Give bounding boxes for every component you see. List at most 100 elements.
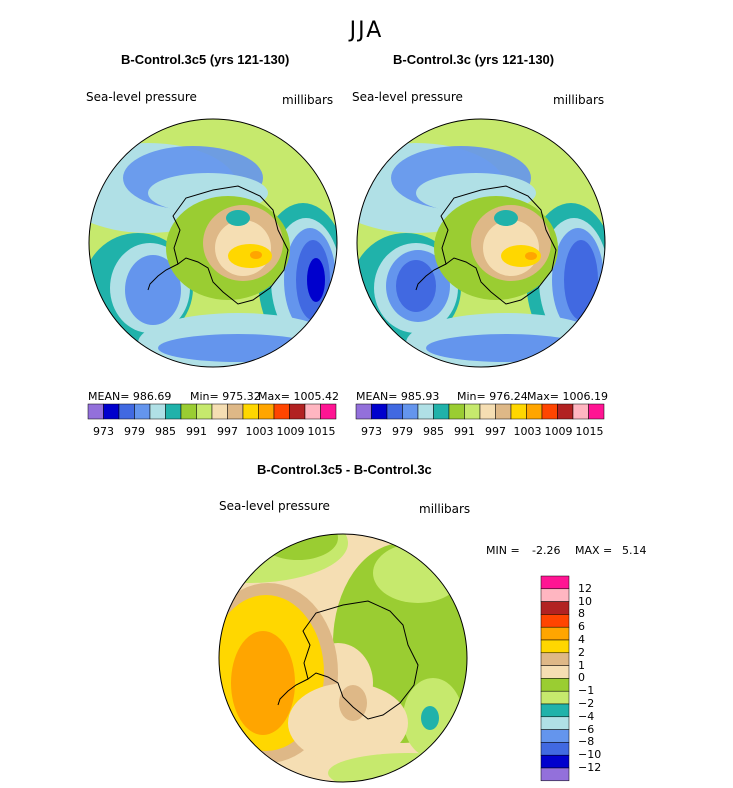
colorbar-tick-label: −2 <box>578 697 595 710</box>
colorbar-swatch <box>417 403 434 420</box>
colorbar-swatch <box>540 716 570 730</box>
colorbar-swatch <box>371 403 388 420</box>
antarctica-coastline <box>302 600 419 720</box>
panel2-units-label: millibars <box>553 93 605 107</box>
colorbar-tick-label: 2 <box>578 645 585 659</box>
panel1-colorbar <box>87 403 337 420</box>
panel2-max: Max= 1006.19 <box>527 390 608 403</box>
colorbar-tick-label: 997 <box>217 425 238 438</box>
colorbar-swatch <box>495 403 512 420</box>
map-band <box>226 210 250 226</box>
colorbar-tick-label: 1015 <box>307 425 336 438</box>
antarctic-peninsula <box>277 678 309 706</box>
map-outline <box>218 533 468 783</box>
map-band <box>494 210 518 226</box>
panel1-units-label: millibars <box>282 93 334 107</box>
map-band <box>250 251 262 259</box>
map-band <box>231 631 295 735</box>
colorbar-tick-label: 985 <box>423 425 444 438</box>
panel2-variable-label: Sea-level pressure <box>352 90 463 104</box>
diff-title: B-Control.3c5 - B-Control.3c <box>257 462 432 477</box>
colorbar-swatch <box>572 403 589 420</box>
colorbar-swatch <box>540 614 570 628</box>
colorbar-tick-label: 991 <box>454 425 475 438</box>
colorbar-tick-label: 12 <box>578 581 592 595</box>
colorbar-swatch <box>540 575 570 590</box>
map-band <box>288 683 408 763</box>
colorbar-tick-label: 4 <box>578 633 585 646</box>
colorbar-swatch <box>588 403 605 420</box>
map-outline <box>88 118 338 368</box>
colorbar-swatch <box>540 754 570 769</box>
colorbar-swatch <box>103 403 120 420</box>
panel1-polar-map <box>88 118 338 368</box>
panel2-colorbar <box>355 403 605 420</box>
colorbar-swatch <box>510 403 527 420</box>
map-band <box>396 260 436 312</box>
colorbar-swatch <box>196 403 213 420</box>
colorbar-swatch <box>118 403 135 420</box>
diff-max-value: 5.14 <box>622 544 647 557</box>
colorbar-swatch <box>273 403 290 420</box>
panel2-min: Min= 976.24 <box>457 390 528 403</box>
colorbar-swatch <box>180 403 197 420</box>
colorbar-swatch <box>526 403 543 420</box>
panel1-variable-label: Sea-level pressure <box>86 90 197 104</box>
colorbar-tick-label: −12 <box>578 761 602 774</box>
colorbar-swatch <box>479 403 496 420</box>
antarctic-peninsula <box>415 263 447 291</box>
colorbar-tick-label: −6 <box>578 722 595 736</box>
colorbar-tick-label: 997 <box>485 425 506 438</box>
map-band <box>421 706 439 730</box>
map-band <box>501 245 541 267</box>
colorbar-tick-label: 985 <box>155 425 176 438</box>
colorbar-swatch <box>540 665 570 679</box>
panel1-min: Min= 975.32 <box>190 390 261 403</box>
map-band <box>307 258 325 302</box>
colorbar-swatch <box>540 690 570 705</box>
colorbar-swatch <box>540 678 570 692</box>
colorbar-swatch <box>304 403 321 420</box>
map-band <box>426 334 586 362</box>
colorbar-tick-label: 0 <box>578 671 585 685</box>
colorbar-swatch <box>464 403 481 420</box>
colorbar-tick-label: 6 <box>578 620 585 634</box>
colorbar-swatch <box>258 403 275 420</box>
colorbar-swatch <box>541 403 558 420</box>
colorbar-swatch <box>448 403 465 420</box>
diff-polar-map <box>218 533 468 783</box>
diff-colorbar <box>540 575 570 782</box>
colorbar-tick-label: 10 <box>578 594 592 608</box>
colorbar-swatch <box>87 403 104 420</box>
colorbar-swatch <box>134 403 151 420</box>
colorbar-swatch <box>149 403 166 420</box>
colorbar-tick-label: −10 <box>578 748 602 762</box>
panel1-max: Max= 1005.42 <box>258 390 339 403</box>
map-band <box>228 244 272 268</box>
colorbar-swatch <box>320 403 337 420</box>
colorbar-swatch <box>540 729 570 743</box>
colorbar-tick-label: 973 <box>361 425 382 438</box>
colorbar-swatch <box>289 403 306 420</box>
panel1-title: B-Control.3c5 (yrs 121-130) <box>121 52 290 67</box>
colorbar-tick-label: 8 <box>578 607 585 621</box>
colorbar-tick-label: 991 <box>186 425 207 438</box>
colorbar-swatch <box>540 601 570 615</box>
colorbar-swatch <box>211 403 228 420</box>
diff-max-label: MAX = <box>575 544 613 557</box>
antarctica-coastline <box>440 185 557 305</box>
colorbar-tick-label: 1009 <box>276 425 305 438</box>
colorbar-tick-label: 1 <box>578 658 585 672</box>
map-band <box>125 255 181 325</box>
colorbar-swatch <box>557 403 574 420</box>
colorbar-swatch <box>540 767 570 782</box>
panel2-polar-map <box>356 118 606 368</box>
panel2-title: B-Control.3c (yrs 121-130) <box>393 52 555 67</box>
colorbar-tick-label: 973 <box>93 425 114 438</box>
colorbar-swatch <box>540 588 570 602</box>
colorbar-swatch <box>165 403 182 420</box>
colorbar-swatch <box>540 742 570 756</box>
colorbar-tick-label: 1009 <box>544 425 573 438</box>
map-band <box>158 334 318 362</box>
colorbar-swatch <box>386 403 403 420</box>
